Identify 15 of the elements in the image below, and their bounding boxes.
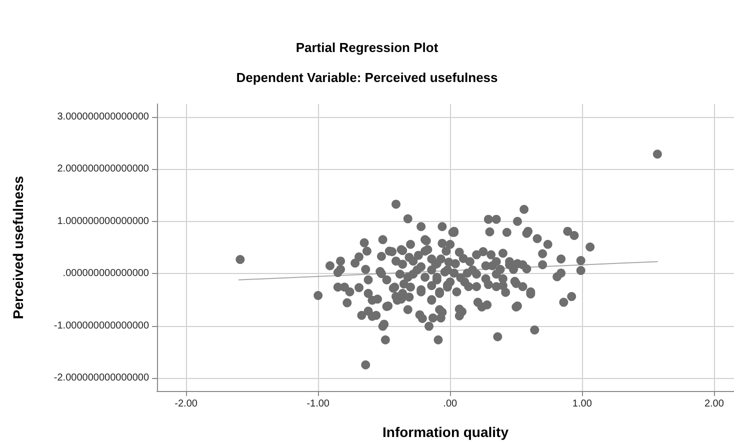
x-tick-label: .00 (443, 398, 458, 410)
x-tick-label: -1.00 (306, 398, 330, 410)
y-tick-label: 3.000000000000000 (57, 112, 150, 123)
x-tick-label: -2.00 (174, 398, 198, 410)
y-axis-title: Perceived usefulness (10, 176, 26, 320)
x-tick-label: 2.00 (704, 398, 724, 410)
y-tick-label: 1.000000000000000 (57, 216, 150, 227)
chart-title: Partial Regression Plot (296, 40, 439, 55)
x-tick-label: 1.00 (572, 398, 592, 410)
y-tick-label: 2.000000000000000 (57, 164, 150, 175)
y-tick-label: -1.000000000000000 (54, 320, 150, 332)
y-tick-label: -2.000000000000000 (54, 372, 150, 384)
chart-subtitle: Dependent Variable: Perceived usefulness (236, 70, 498, 85)
y-tick-label: .000000000000000 (62, 268, 150, 280)
x-axis-title: Information quality (382, 424, 509, 440)
